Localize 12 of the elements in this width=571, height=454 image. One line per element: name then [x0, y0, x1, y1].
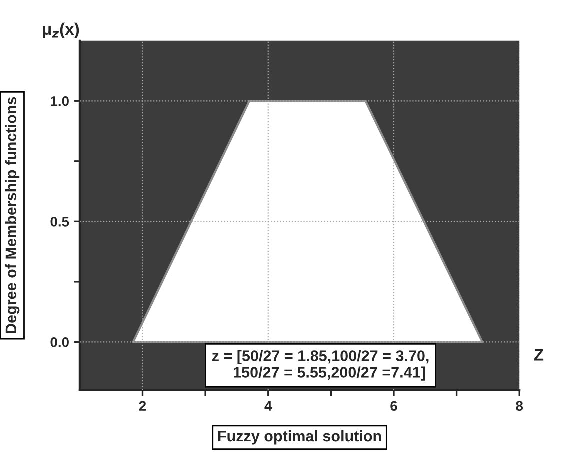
y-tick-label: 1.0	[51, 96, 69, 106]
x-tick-label: 6	[390, 401, 398, 412]
y-tick-label: 0.5	[50, 217, 70, 227]
x-tick-label: 2	[139, 401, 146, 411]
text: μ$_{z}$(x)	[43, 22, 80, 38]
x-axis-title: Fuzzy optimal solution	[218, 430, 382, 445]
x-tick-label: 4	[264, 401, 272, 411]
text: Z	[534, 349, 544, 361]
x-tick-label: 8	[516, 401, 524, 412]
y-tick-label: 0.0	[50, 338, 69, 348]
annotation: z = [50/27 = 1.85,100/27 = 3.70, 150/27 = 5.55,200/27 =7.41]	[212, 350, 429, 381]
y-axis-title: Degree of Membership functions	[5, 97, 20, 334]
